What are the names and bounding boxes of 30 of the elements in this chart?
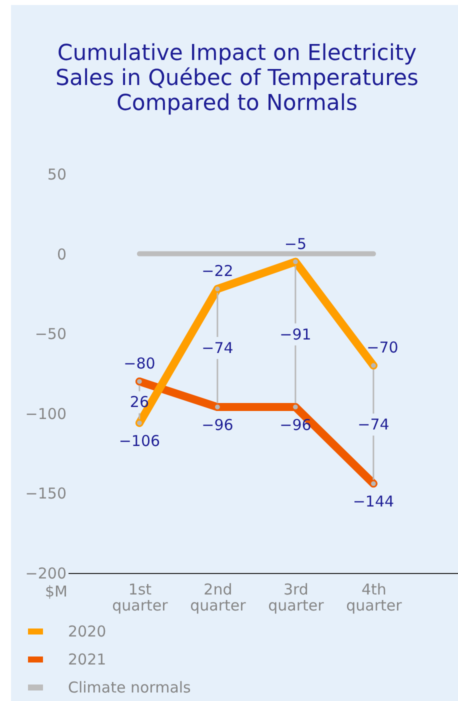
chart-title: Cumulative Impact on Electricity Sales in Québec of Temperatures Compared to Normals <box>56 41 418 116</box>
point <box>370 480 378 488</box>
data-label: −106 <box>118 432 160 450</box>
y-tick-label: −200 <box>25 564 66 582</box>
y-tick-label: −50 <box>34 325 66 344</box>
x-tick-label: 1st quarter <box>112 580 169 614</box>
y-tick-label: −150 <box>25 484 66 503</box>
data-label: −96 <box>280 416 312 434</box>
x-tick-label: 2nd quarter <box>190 580 247 614</box>
point <box>370 362 378 370</box>
data-label: −96 <box>202 416 234 434</box>
annotation: −91 <box>280 325 312 344</box>
point <box>136 419 144 427</box>
legend-label: 2020 <box>68 622 106 640</box>
y-tick-label: 0 <box>56 245 66 264</box>
legend-label: Climate normals <box>68 678 192 696</box>
x-tick-label: 3rd quarter <box>268 580 325 614</box>
y-axis-title: $M <box>45 582 68 600</box>
x-tick-label: 4th quarter <box>346 580 403 614</box>
annotation: −74 <box>202 338 234 357</box>
y-tick-label: −100 <box>25 404 66 423</box>
legend-label: 2021 <box>68 650 106 668</box>
data-label: −144 <box>352 492 394 511</box>
data-label: −5 <box>284 234 307 253</box>
annotation: 26 <box>130 393 149 412</box>
data-label: −22 <box>202 262 234 280</box>
data-label: −70 <box>366 338 398 357</box>
annotation: −74 <box>358 416 390 434</box>
y-tick-label: 50 <box>47 166 66 184</box>
data-label: −80 <box>124 354 156 372</box>
